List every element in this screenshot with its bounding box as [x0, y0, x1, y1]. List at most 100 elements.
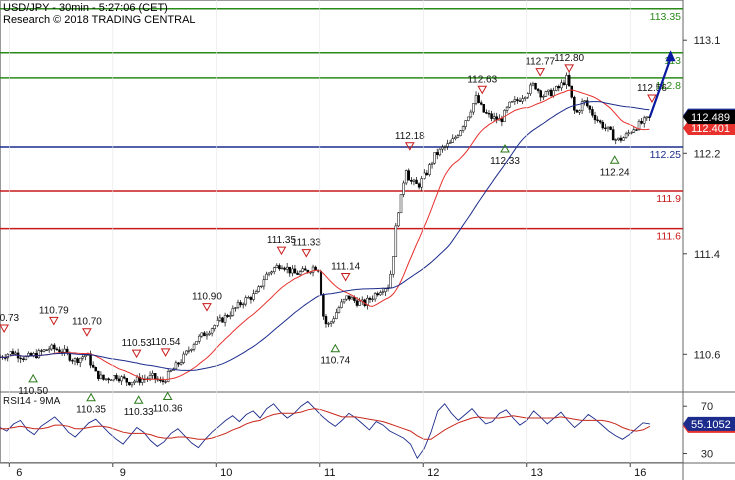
candle-body: [604, 127, 607, 130]
candle-body: [322, 294, 325, 317]
candle-body: [368, 297, 372, 300]
swing-high-label: 110.54: [151, 337, 181, 348]
candle-body: [513, 99, 517, 102]
candle-body: [404, 170, 408, 184]
swing-low-marker: [500, 143, 510, 153]
candle-body: [627, 132, 630, 135]
candle-body: [448, 142, 452, 144]
candle-body: [635, 129, 638, 131]
candle-body: [104, 378, 108, 380]
candle-body: [81, 356, 85, 359]
ma-price-tag-label: 112.401: [691, 123, 730, 135]
candle-body: [270, 271, 273, 274]
candle-body: [283, 267, 286, 270]
candle-body: [479, 102, 483, 105]
candle-body: [40, 350, 43, 352]
candle-body: [523, 96, 527, 99]
swing-high-label: 111.33: [292, 238, 322, 249]
candle-body: [99, 374, 103, 379]
candle-body: [190, 349, 193, 351]
candle-body: [257, 286, 260, 292]
candle-body: [417, 183, 421, 188]
candle-body: [560, 82, 563, 89]
current-price-tag-label: 112.489: [691, 112, 730, 124]
candle-body: [148, 375, 152, 379]
swing-high-marker: [535, 68, 546, 77]
candle-body: [371, 298, 374, 301]
swing-high-marker: [131, 349, 142, 359]
candle-body: [611, 129, 615, 141]
candle-body: [159, 379, 162, 382]
candle-body: [109, 379, 113, 381]
candle-body: [247, 297, 250, 299]
candle-body: [586, 100, 589, 107]
candle-body: [125, 377, 129, 383]
candle-body: [112, 375, 116, 381]
candle-body: [521, 98, 524, 102]
candle-body: [575, 110, 579, 113]
price-tick-label: 112.2: [694, 148, 721, 160]
candle-body: [73, 358, 77, 362]
price-tick-label: 111.4: [694, 249, 720, 261]
candle-body: [567, 75, 571, 87]
candle-body: [617, 137, 620, 140]
candle-body: [285, 266, 289, 270]
candle-body: [366, 297, 369, 306]
candle-body: [89, 353, 92, 366]
candle-body: [415, 179, 418, 185]
candle-body: [492, 116, 496, 119]
swing-high-label: 110.79: [39, 305, 69, 316]
candle-body: [226, 315, 229, 317]
candle-body: [376, 293, 379, 296]
candle-body: [19, 357, 22, 360]
candle-body: [428, 164, 431, 175]
candle-body: [624, 133, 628, 138]
candle-body: [438, 148, 442, 156]
candle-body: [619, 137, 623, 141]
level-label: 112.25: [650, 149, 681, 161]
moving-average-slow: [0, 101, 650, 371]
candle-body: [614, 139, 617, 141]
swing-high-label: 110.90: [192, 292, 222, 303]
candle-body: [420, 178, 423, 188]
swing-high-label: 112.77: [525, 57, 555, 68]
candle-body: [213, 325, 216, 329]
candle-body: [324, 316, 328, 325]
candle-body: [71, 360, 74, 362]
candle-body: [311, 266, 315, 273]
candle-body: [298, 271, 302, 275]
candle-body: [221, 317, 224, 323]
swing-high-marker: [564, 64, 575, 73]
candle-body: [642, 117, 646, 124]
candle-body: [472, 103, 475, 113]
candle-body: [337, 307, 341, 313]
candle-body: [223, 315, 227, 323]
swing-high-marker: [276, 246, 287, 256]
candle-body: [130, 382, 134, 386]
candle-body: [94, 366, 97, 372]
candle-body: [329, 321, 333, 324]
candle-body: [260, 285, 263, 288]
time-tick-label: 11: [324, 467, 335, 479]
level-label: 113.35: [650, 11, 681, 23]
swing-low-label: 110.50: [18, 386, 48, 397]
time-tick-label: 6: [16, 467, 22, 479]
candle-body: [423, 172, 426, 179]
candle-body: [45, 349, 48, 351]
candle-body: [11, 351, 15, 355]
candle-body: [596, 119, 599, 121]
candle-body: [554, 86, 558, 91]
candle-body: [78, 357, 82, 363]
candle-body: [536, 88, 540, 91]
candle-body: [254, 291, 258, 294]
candle-body: [166, 371, 170, 382]
candle-body: [601, 121, 605, 129]
candle-body: [441, 146, 444, 150]
candle-body: [122, 376, 126, 379]
swing-low-marker: [86, 392, 96, 402]
candle-body: [55, 348, 59, 351]
candle-body: [531, 83, 535, 86]
candle-body: [272, 267, 276, 272]
candle-body: [210, 328, 214, 334]
